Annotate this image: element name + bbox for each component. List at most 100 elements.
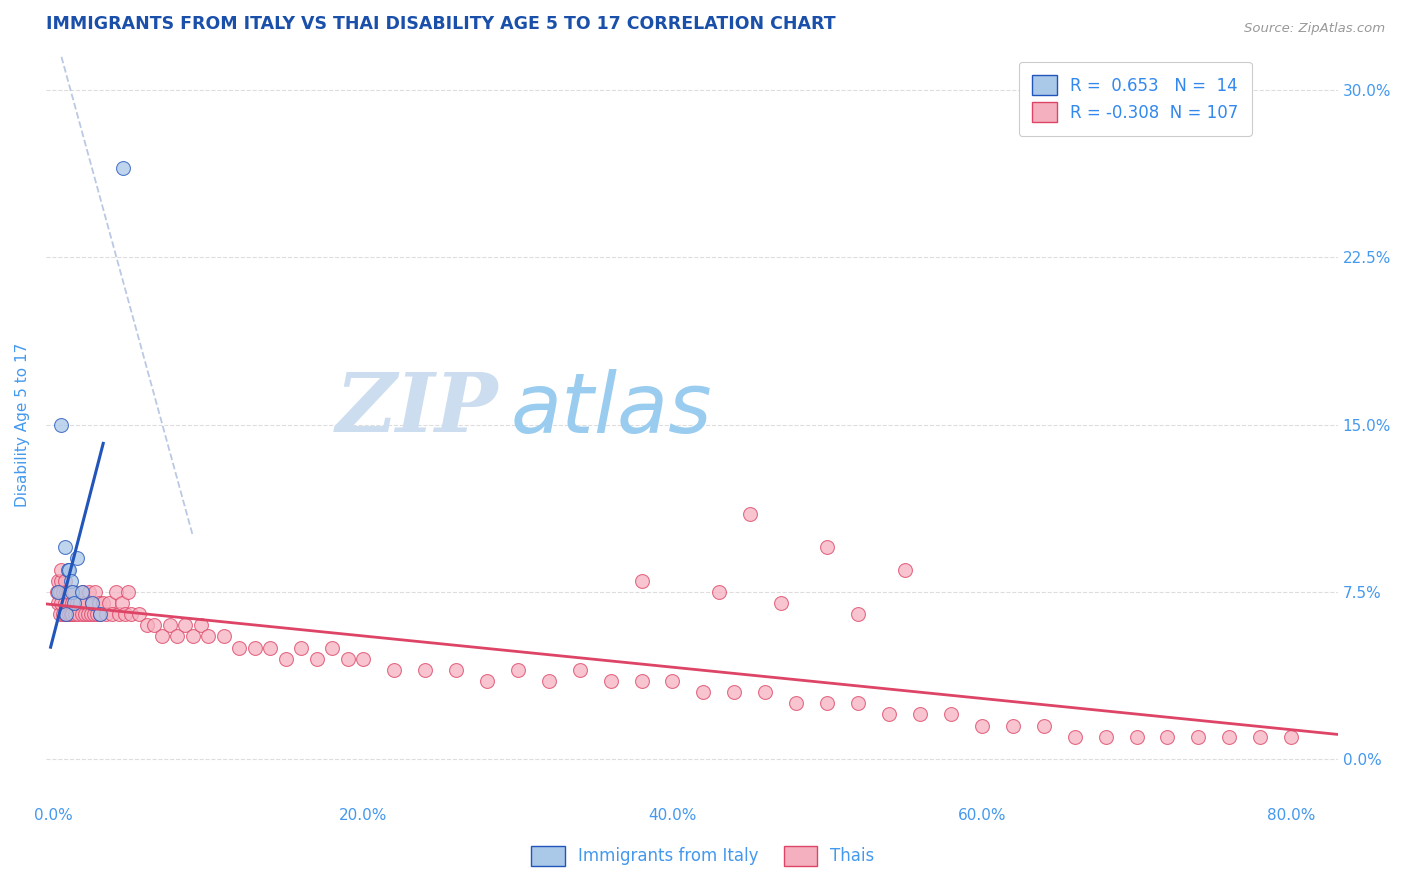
Point (53, 574, 76, 588)
Point (101, 607, 124, 621)
Point (846, 696, 869, 710)
Point (382, 663, 405, 677)
Point (89, 607, 111, 621)
Point (73, 607, 96, 621)
Point (274, 651, 297, 665)
Point (51, 417, 73, 432)
Point (1094, 730, 1116, 744)
Point (537, 673, 560, 688)
Point (120, 607, 142, 621)
Point (112, 161, 135, 176)
Point (336, 651, 359, 665)
Point (243, 640, 266, 655)
Point (114, 607, 136, 621)
Text: Source: ZipAtlas.com: Source: ZipAtlas.com (1244, 22, 1385, 36)
Point (1218, 730, 1240, 744)
Point (51, 574, 73, 588)
Point (305, 651, 328, 665)
Point (166, 629, 188, 643)
Point (72, 584, 94, 599)
Point (661, 673, 683, 688)
Point (228, 640, 250, 655)
Point (150, 629, 173, 643)
Point (1249, 730, 1271, 744)
Point (89, 607, 111, 621)
Point (52, 607, 75, 621)
Point (66, 551, 89, 566)
Point (75, 596, 97, 610)
Point (815, 541, 838, 555)
Point (785, 696, 807, 710)
Point (56, 596, 79, 610)
Point (1156, 730, 1178, 744)
Text: IMMIGRANTS FROM ITALY VS THAI DISABILITY AGE 5 TO 17 CORRELATION CHART: IMMIGRANTS FROM ITALY VS THAI DISABILITY… (46, 15, 835, 33)
Point (91, 596, 114, 610)
Point (79, 584, 101, 599)
Point (630, 574, 652, 588)
Point (51, 596, 73, 610)
Point (630, 673, 652, 688)
Point (46, 584, 69, 599)
Point (117, 584, 139, 599)
Point (55, 607, 77, 621)
Point (1063, 730, 1085, 744)
Point (87, 596, 110, 610)
Point (53, 541, 76, 555)
Point (59, 607, 82, 621)
Point (692, 685, 714, 699)
Point (143, 618, 166, 632)
Point (568, 663, 591, 677)
Point (46, 574, 69, 588)
Point (51, 563, 73, 577)
Point (45, 584, 67, 599)
Point (1187, 730, 1209, 744)
Point (769, 596, 792, 610)
Point (66, 596, 89, 610)
Point (444, 663, 467, 677)
Point (893, 563, 915, 577)
Point (76, 607, 98, 621)
Point (846, 607, 869, 621)
Point (49, 584, 72, 599)
Point (80, 607, 103, 621)
Point (970, 718, 993, 732)
Point (63, 596, 86, 610)
Point (413, 663, 436, 677)
Point (506, 663, 529, 677)
Point (58, 584, 80, 599)
Point (82, 596, 104, 610)
Point (82, 596, 104, 610)
Point (259, 640, 281, 655)
Point (60, 607, 83, 621)
Point (52, 584, 75, 599)
Point (159, 618, 181, 632)
Point (321, 640, 343, 655)
Text: ZIP: ZIP (336, 369, 498, 450)
Legend: Immigrants from Italy, Thais: Immigrants from Italy, Thais (519, 832, 887, 880)
Point (49, 607, 72, 621)
Point (55, 584, 77, 599)
Point (60, 584, 83, 599)
Point (1279, 730, 1302, 744)
Point (939, 707, 962, 722)
Point (1125, 730, 1147, 744)
Y-axis label: Disability Age 5 to 17: Disability Age 5 to 17 (15, 343, 30, 507)
Point (83, 607, 105, 621)
Point (815, 696, 838, 710)
Point (56, 584, 79, 599)
Point (290, 640, 312, 655)
Point (754, 685, 776, 699)
Point (135, 618, 157, 632)
Point (908, 707, 931, 722)
Point (96, 607, 118, 621)
Point (56, 563, 79, 577)
Point (46, 596, 69, 610)
Point (877, 707, 900, 722)
Point (98, 596, 121, 610)
Legend: R =  0.653   N =  14, R = -0.308  N = 107: R = 0.653 N = 14, R = -0.308 N = 107 (1018, 62, 1251, 136)
Point (84, 584, 107, 599)
Point (58, 607, 80, 621)
Point (65, 607, 87, 621)
Point (181, 629, 204, 643)
Point (599, 673, 621, 688)
